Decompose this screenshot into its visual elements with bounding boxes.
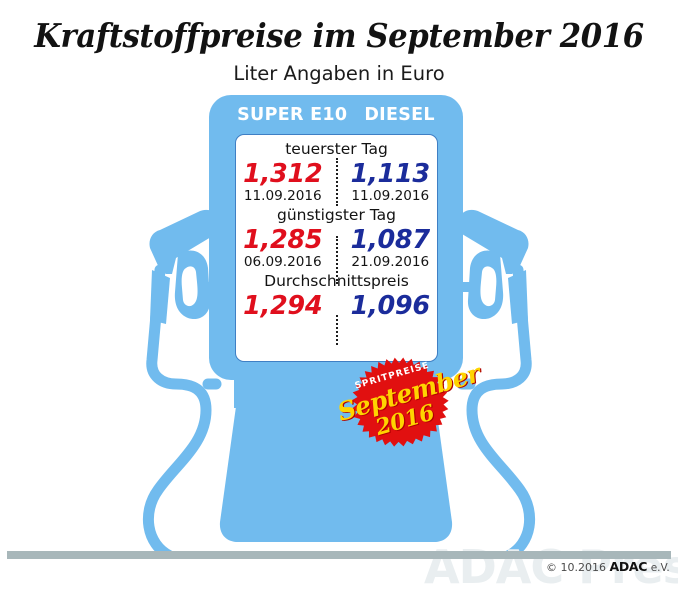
price-cell-diesel: 1,087	[337, 226, 438, 254]
price-block-guenstigster-tag: günstigster Tag 1,285 1,087 06.09.2016 2…	[236, 205, 437, 271]
price-date-diesel-guenstigster: 21.09.2016	[351, 254, 430, 270]
adac-legal-form: e.V.	[650, 562, 670, 574]
right-nozzle-icon	[454, 209, 529, 324]
price-block-teuerster-tag: teuerster Tag 1,312 1,113 11.09.2016 11.…	[236, 139, 437, 205]
price-value-super-guenstigster: 1,285	[243, 225, 323, 255]
price-cell-super: 1,294	[236, 292, 337, 320]
price-value-super-durchschnitt: 1,294	[243, 291, 323, 321]
price-value-diesel-durchschnitt: 1,096	[350, 291, 430, 321]
price-date-super-guenstigster: 06.09.2016	[243, 254, 322, 270]
column-divider	[335, 236, 338, 284]
price-cell-diesel: 1,113	[337, 160, 438, 188]
date-cell-diesel: 21.09.2016	[337, 254, 438, 271]
column-divider	[335, 158, 338, 206]
left-nozzle-icon	[149, 209, 224, 324]
page-subtitle: Liter Angaben in Euro	[233, 62, 445, 85]
footer-divider-bar	[7, 551, 671, 559]
price-row-dates: 11.09.2016 11.09.2016	[236, 188, 437, 205]
price-cell-super: 1,285	[236, 226, 337, 254]
price-cell-diesel: 1,096	[337, 292, 438, 320]
date-cell-super: 11.09.2016	[236, 188, 337, 205]
price-row-values: 1,285 1,087	[236, 226, 437, 254]
column-divider	[335, 315, 338, 345]
adac-logo-text: ADAC	[609, 559, 648, 574]
price-row-dates: 06.09.2016 21.09.2016	[236, 254, 437, 271]
price-row-values: 1,312 1,113	[236, 160, 437, 188]
price-date-super-teuerster: 11.09.2016	[243, 188, 322, 204]
fuel-pump-illustration: SUPER E10 DIESEL teuerster Tag 1,312 1,11…	[0, 92, 678, 552]
page-title: Kraftstoffpreise im September 2016	[34, 16, 644, 55]
price-cell-super: 1,312	[236, 160, 337, 188]
date-cell-diesel: 11.09.2016	[337, 188, 438, 205]
price-date-diesel-teuerster: 11.09.2016	[351, 188, 430, 204]
price-value-diesel-teuerster: 1,113	[350, 159, 430, 189]
infographic-header: Kraftstoffpreise im September 2016 Liter…	[0, 0, 678, 85]
block-title-guenstigster-tag: günstigster Tag	[276, 206, 396, 224]
starburst-shape-icon	[351, 357, 449, 447]
block-title-teuerster-tag: teuerster Tag	[285, 140, 388, 158]
copyright-date: © 10.2016	[546, 561, 606, 574]
price-row-values: 1,294 1,096	[236, 292, 437, 320]
price-value-diesel-guenstigster: 1,087	[350, 225, 430, 255]
copyright-credit: © 10.2016 ADAC e.V.	[546, 559, 670, 574]
starburst-badge: SPRITPREISE September 2016	[334, 356, 483, 450]
price-display-panel: teuerster Tag 1,312 1,113 11.09.2016 11.…	[235, 134, 438, 362]
date-cell-super: 06.09.2016	[236, 254, 337, 271]
price-value-super-teuerster: 1,312	[243, 159, 323, 189]
